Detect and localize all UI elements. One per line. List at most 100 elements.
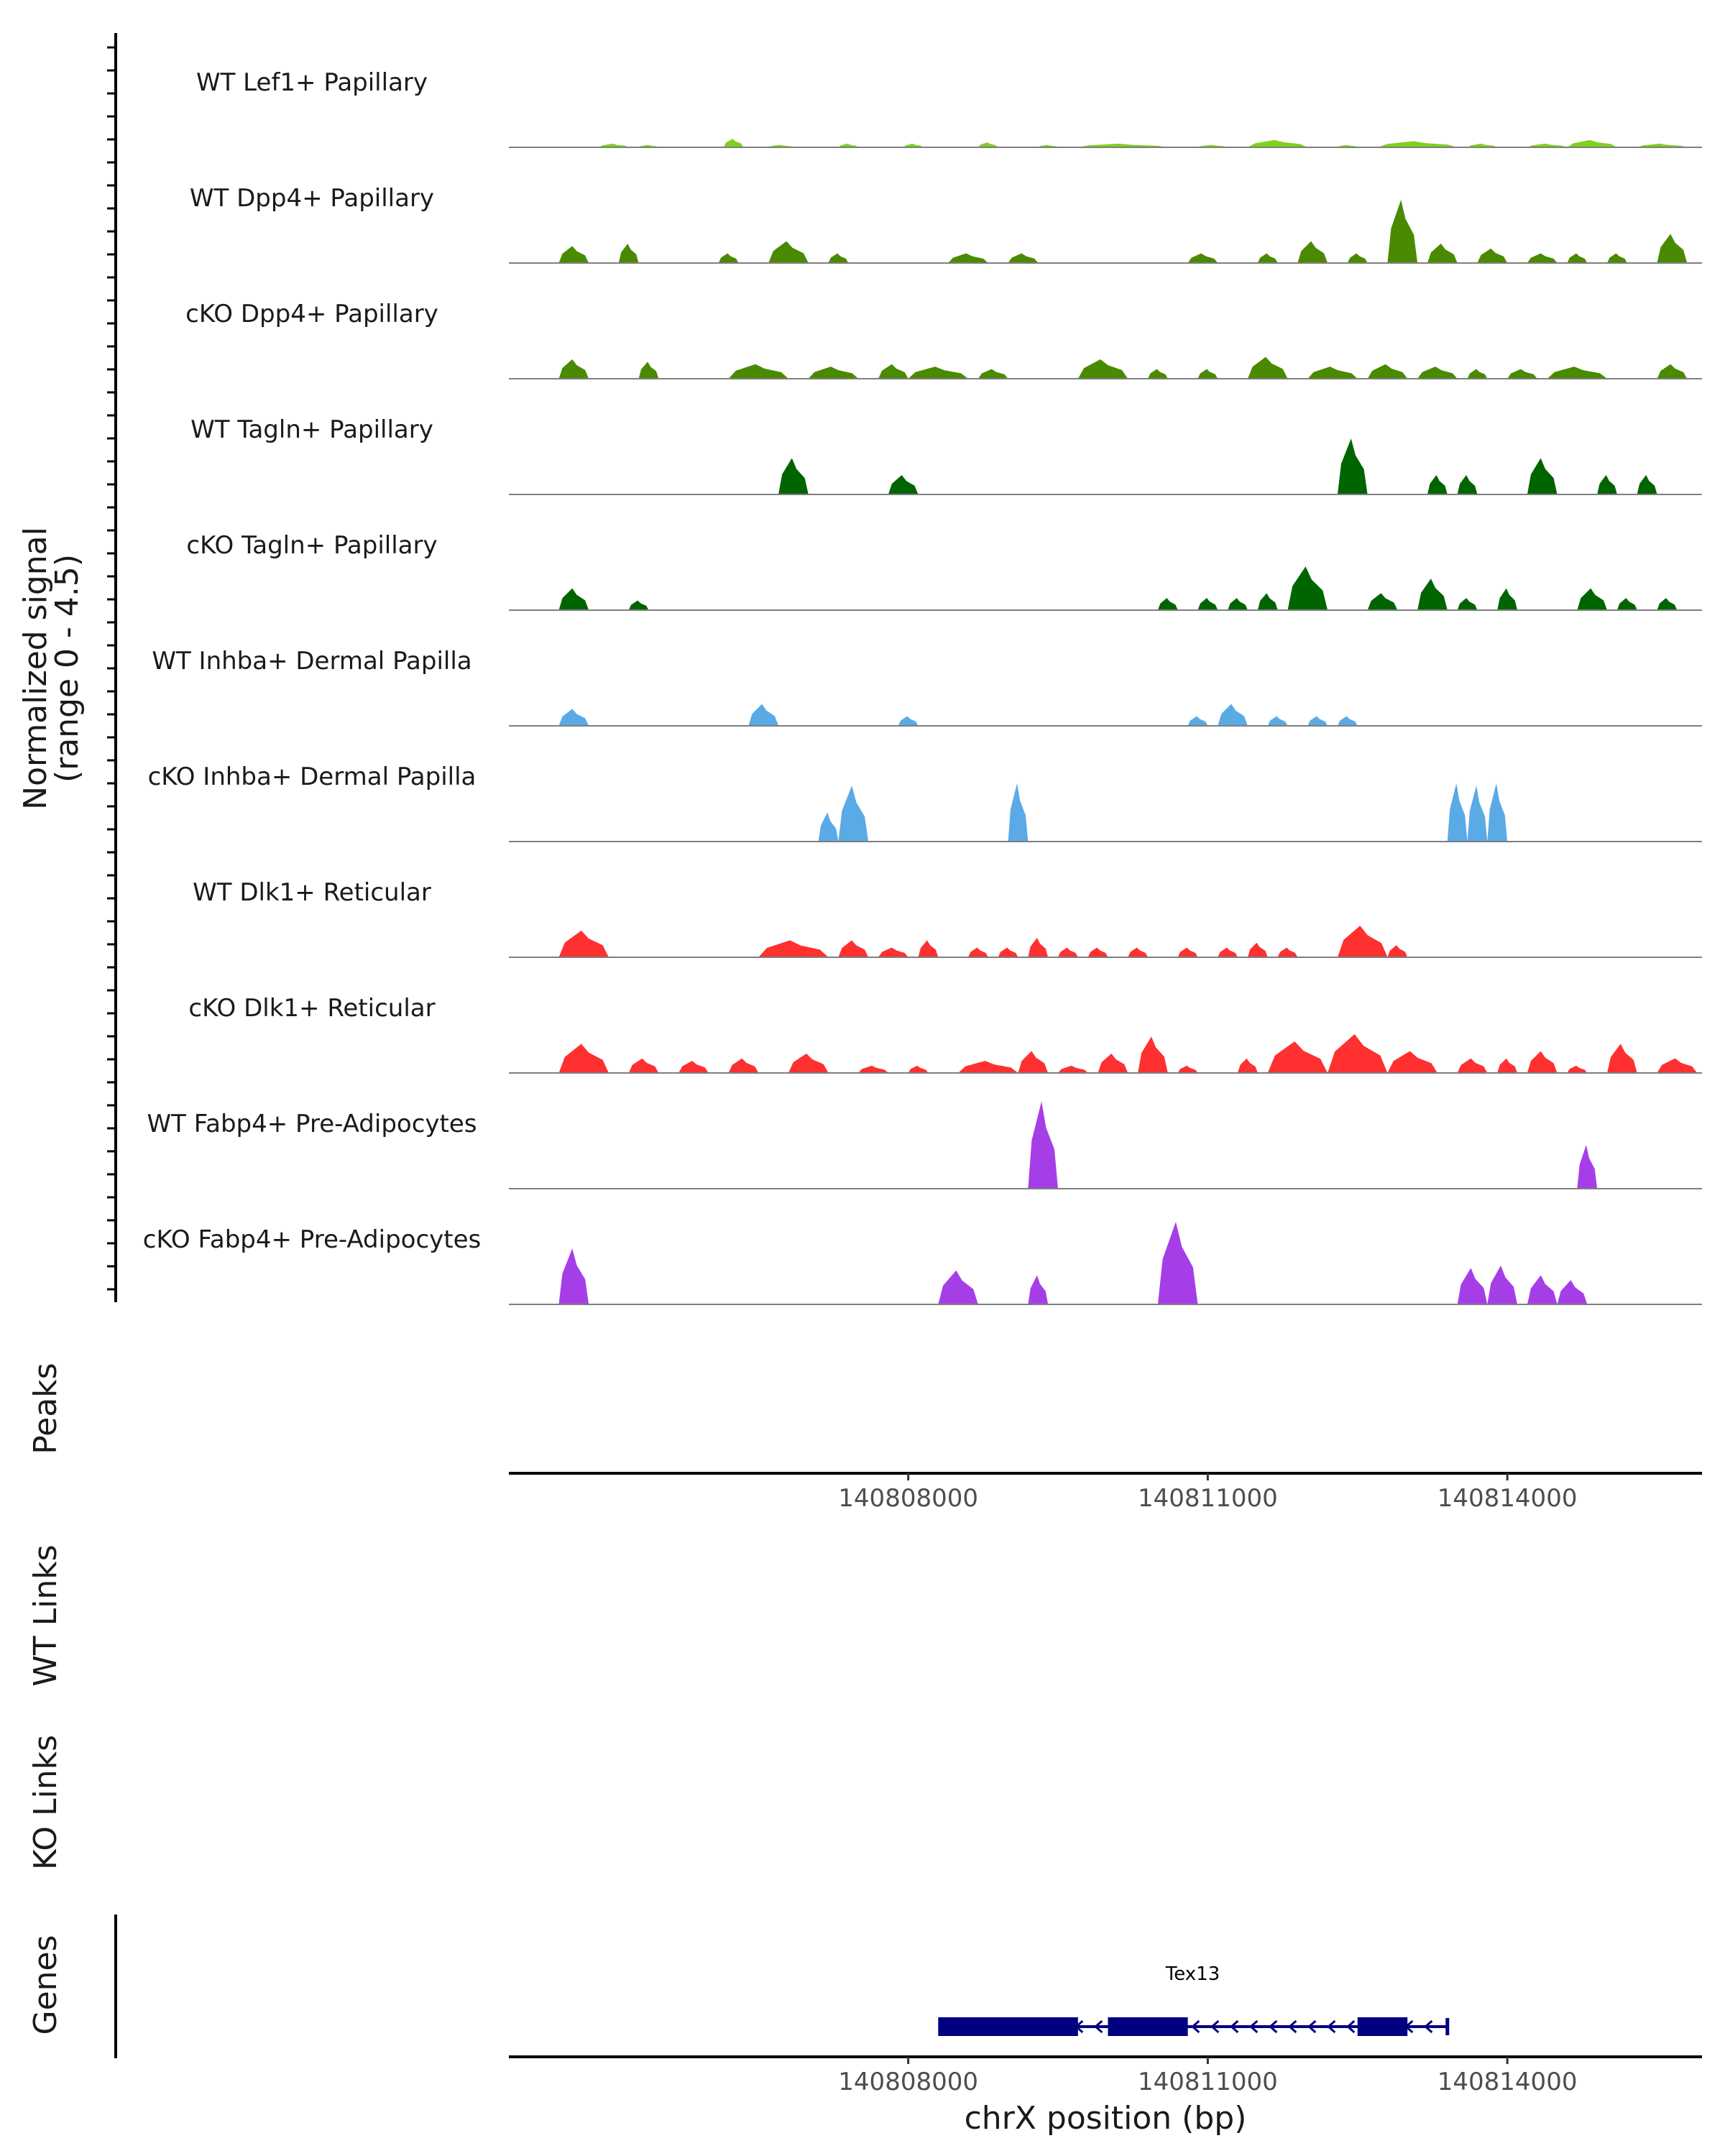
coverage-peak bbox=[1387, 200, 1418, 263]
track-label: cKO Dpp4+ Papillary bbox=[185, 300, 438, 328]
coverage-track: WT Inhba+ Dermal Papilla bbox=[152, 647, 1702, 727]
coverage-peak bbox=[788, 1053, 829, 1073]
coverage-peak bbox=[1247, 139, 1308, 147]
coverage-peak bbox=[1328, 1033, 1388, 1073]
coverage-peak bbox=[1637, 474, 1657, 494]
coverage-peak bbox=[558, 1248, 589, 1304]
coverage-peak bbox=[678, 1061, 709, 1073]
coverage-peak bbox=[1077, 359, 1128, 379]
strand-arrow bbox=[1269, 2019, 1278, 2034]
coverage-peak bbox=[1307, 367, 1358, 379]
coverage-peak bbox=[1527, 1275, 1558, 1304]
coverage-peak bbox=[1597, 474, 1617, 494]
coverage-track: WT Dpp4+ Papillary bbox=[190, 184, 1702, 264]
coverage-peak bbox=[1028, 1275, 1049, 1304]
coverage-peak bbox=[1417, 579, 1448, 610]
gene-annotation-track: Tex13 bbox=[938, 1963, 1450, 2036]
coverage-peak bbox=[1527, 253, 1558, 263]
genes-section-label: Genes bbox=[27, 1935, 64, 2035]
coverage-peak bbox=[723, 139, 744, 147]
coverage-peak bbox=[1157, 1222, 1198, 1304]
gene-exon bbox=[1357, 2017, 1408, 2036]
track-label: cKO Inhba+ Dermal Papilla bbox=[148, 763, 477, 791]
y-axis-title-line: Normalized signal bbox=[17, 527, 54, 810]
coverage-peak bbox=[1497, 588, 1518, 610]
coverage-peak bbox=[1607, 253, 1627, 263]
coverage-peak bbox=[1427, 243, 1458, 263]
coverage-peak bbox=[778, 458, 809, 494]
coverage-peak bbox=[1177, 1065, 1198, 1073]
x-axis-tick-label: 140814000 bbox=[1438, 2068, 1578, 2096]
coverage-peak bbox=[1337, 926, 1388, 957]
coverage-peak bbox=[748, 704, 779, 726]
coverage-peak bbox=[768, 241, 809, 263]
coverage-peak bbox=[1218, 947, 1238, 957]
coverage-peak bbox=[1607, 1044, 1637, 1073]
coverage-peak bbox=[838, 940, 869, 957]
coverage-track: WT Fabp4+ Pre-Adipocytes bbox=[147, 1101, 1702, 1189]
coverage-peak bbox=[838, 786, 869, 842]
coverage-peak bbox=[1457, 1268, 1488, 1304]
coverage-peak bbox=[903, 143, 924, 147]
coverage-peak bbox=[1218, 704, 1248, 726]
x-axis-tick-label: 140808000 bbox=[838, 2068, 978, 2096]
x-axis-tick-label: 140811000 bbox=[1138, 2068, 1278, 2096]
strand-arrow bbox=[1230, 2019, 1239, 2034]
coverage-peak bbox=[1028, 937, 1049, 957]
coverage-peak bbox=[1307, 716, 1328, 726]
coverage-peak bbox=[728, 1058, 759, 1073]
coverage-peak bbox=[967, 947, 988, 957]
coverage-track: cKO Dlk1+ Reticular bbox=[188, 994, 1702, 1074]
track-label: cKO Dlk1+ Reticular bbox=[188, 994, 435, 1023]
x-axis-title: chrX position (bp) bbox=[965, 2100, 1247, 2137]
coverage-peak bbox=[1657, 234, 1688, 263]
coverage-peak bbox=[1477, 248, 1508, 263]
coverage-peak bbox=[628, 1058, 659, 1073]
coverage-peak bbox=[1098, 1053, 1128, 1073]
coverage-peak bbox=[808, 367, 859, 379]
coverage-peak bbox=[1197, 598, 1218, 610]
coverage-y-axis-title: Normalized signal(range 0 - 4.5) bbox=[17, 527, 86, 810]
track-label: WT Dlk1+ Reticular bbox=[193, 878, 431, 907]
coverage-peak bbox=[1157, 598, 1178, 610]
strand-arrow bbox=[1249, 2019, 1259, 2034]
coverage-peak bbox=[728, 364, 788, 379]
strand-arrow bbox=[1346, 2019, 1356, 2034]
coverage-peak bbox=[888, 474, 919, 494]
coverage-peak bbox=[1547, 367, 1608, 379]
coverage-track: cKO Inhba+ Dermal Papilla bbox=[148, 763, 1702, 842]
coverage-peak bbox=[1347, 253, 1368, 263]
coverage-peak bbox=[628, 600, 649, 610]
coverage-track: WT Dlk1+ Reticular bbox=[193, 878, 1702, 958]
x-axis-tick-label: 140811000 bbox=[1138, 1484, 1278, 1513]
coverage-track: WT Lef1+ Papillary bbox=[196, 68, 1702, 148]
coverage-peak bbox=[1058, 947, 1078, 957]
coverage-peak bbox=[618, 243, 639, 263]
coverage-peak bbox=[1228, 598, 1248, 610]
coverage-peak bbox=[1527, 1051, 1558, 1073]
coverage-peak bbox=[1128, 947, 1149, 957]
peaks-section-label: Peaks bbox=[27, 1363, 64, 1454]
coverage-track: cKO Fabp4+ Pre-Adipocytes bbox=[143, 1222, 1702, 1305]
coverage-peak bbox=[1247, 942, 1268, 957]
coverage-peak bbox=[1287, 566, 1328, 610]
coverage-peak bbox=[558, 930, 609, 957]
coverage-peak bbox=[818, 812, 839, 842]
coverage-peak bbox=[858, 1065, 888, 1073]
coverage-peak bbox=[1187, 716, 1208, 726]
coverage-peak bbox=[599, 143, 629, 147]
wt-links-section-label: WT Links bbox=[27, 1544, 64, 1686]
track-label: WT Dpp4+ Papillary bbox=[190, 184, 434, 213]
coverage-y-axis-ticks bbox=[107, 46, 116, 1291]
coverage-peak bbox=[918, 940, 939, 957]
coverage-peak bbox=[758, 940, 829, 957]
peaks-x-axis-ticks: 140808000 140811000 140814000 bbox=[838, 1473, 1577, 1513]
coverage-peak bbox=[1277, 947, 1298, 957]
coverage-peak bbox=[1457, 474, 1478, 494]
coverage-peak bbox=[1417, 367, 1458, 379]
coverage-peak bbox=[838, 143, 859, 147]
coverage-peak bbox=[1367, 593, 1398, 610]
coverage-peak bbox=[958, 1061, 1018, 1073]
coverage-peak bbox=[1467, 786, 1488, 842]
